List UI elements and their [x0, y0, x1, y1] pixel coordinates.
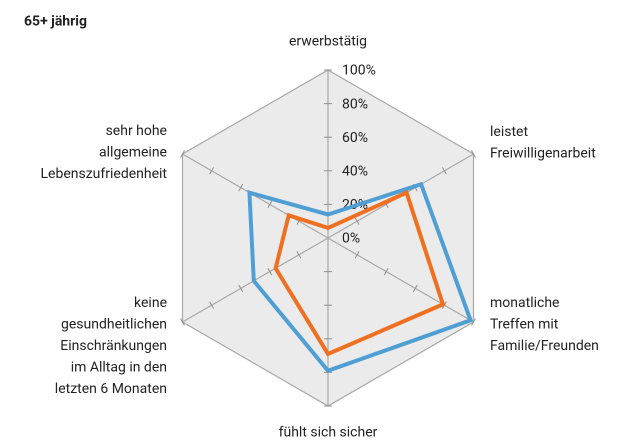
r-tick-label: 80%: [342, 96, 368, 112]
tick-mark: [267, 200, 273, 209]
category-label: fühlt sich sicher: [279, 425, 378, 441]
r-tick-label: 40%: [342, 164, 368, 180]
tick-mark: [412, 284, 418, 293]
spoke: [327, 237, 474, 323]
tick-mark: [238, 284, 244, 293]
tick-mark: [471, 318, 476, 326]
category-label: monatliche Treffen mit Familie/Freunden: [490, 295, 599, 354]
r-tick-label: 60%: [342, 130, 368, 146]
category-label: erwerbstätig: [289, 34, 367, 50]
tick-mark: [354, 251, 360, 259]
category-label: leistet Freiwilligenarbeit: [490, 124, 596, 162]
tick-mark: [238, 183, 244, 192]
tick-mark: [209, 167, 215, 175]
radar-line: [247, 181, 474, 374]
tick-mark: [267, 267, 273, 276]
tick-mark: [296, 251, 302, 259]
r-tick-label: 0%: [342, 231, 360, 247]
category-label: sehr hohe allgemeine Lebenszufriedenheit: [41, 123, 168, 182]
tick-mark: [471, 150, 476, 158]
tick-mark: [180, 150, 185, 158]
tick-mark: [180, 318, 185, 326]
tick-mark: [209, 301, 215, 309]
chart-title: 65+ jährig: [24, 14, 87, 30]
tick-mark: [441, 167, 447, 175]
r-tick-label: 100%: [342, 63, 376, 79]
category-label: keine gesundheitlichen Einschränkungen im A…: [55, 295, 167, 397]
tick-mark: [354, 217, 360, 225]
radar-line: [273, 189, 446, 357]
tick-mark: [383, 267, 389, 276]
